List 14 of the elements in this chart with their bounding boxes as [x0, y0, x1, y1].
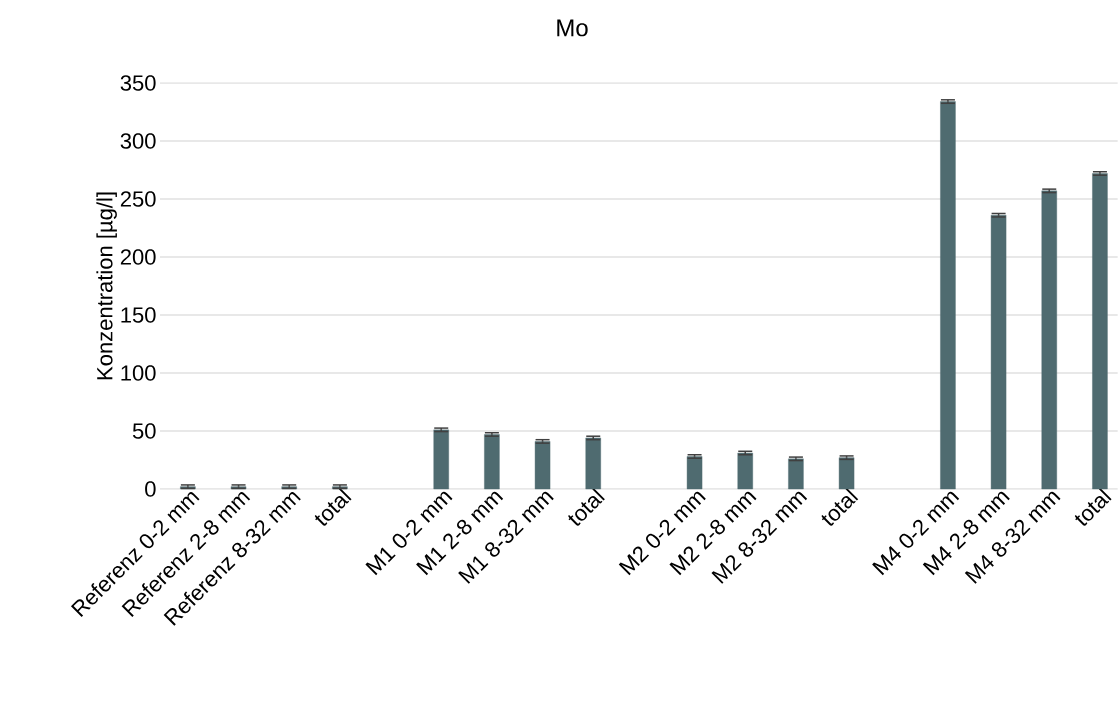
- y-tick-label: 200: [120, 249, 156, 265]
- chart-title: Mo: [557, 19, 588, 37]
- x-tick-label: total: [1074, 487, 1112, 526]
- x-tick-label: total: [314, 487, 352, 526]
- y-axis-title: Konzentration [µg/l]: [96, 192, 117, 380]
- y-tick-label: 350: [120, 75, 156, 91]
- y-tick-label: 100: [121, 365, 156, 381]
- x-tick-label: total: [568, 487, 605, 526]
- y-tick-label: 150: [121, 307, 156, 323]
- y-tick-label: 0: [145, 481, 156, 497]
- y-tick-label: 300: [120, 133, 156, 149]
- y-tick-label: 50: [132, 423, 156, 439]
- x-tick-label: total: [821, 487, 859, 526]
- y-tick-label: 250: [120, 191, 156, 207]
